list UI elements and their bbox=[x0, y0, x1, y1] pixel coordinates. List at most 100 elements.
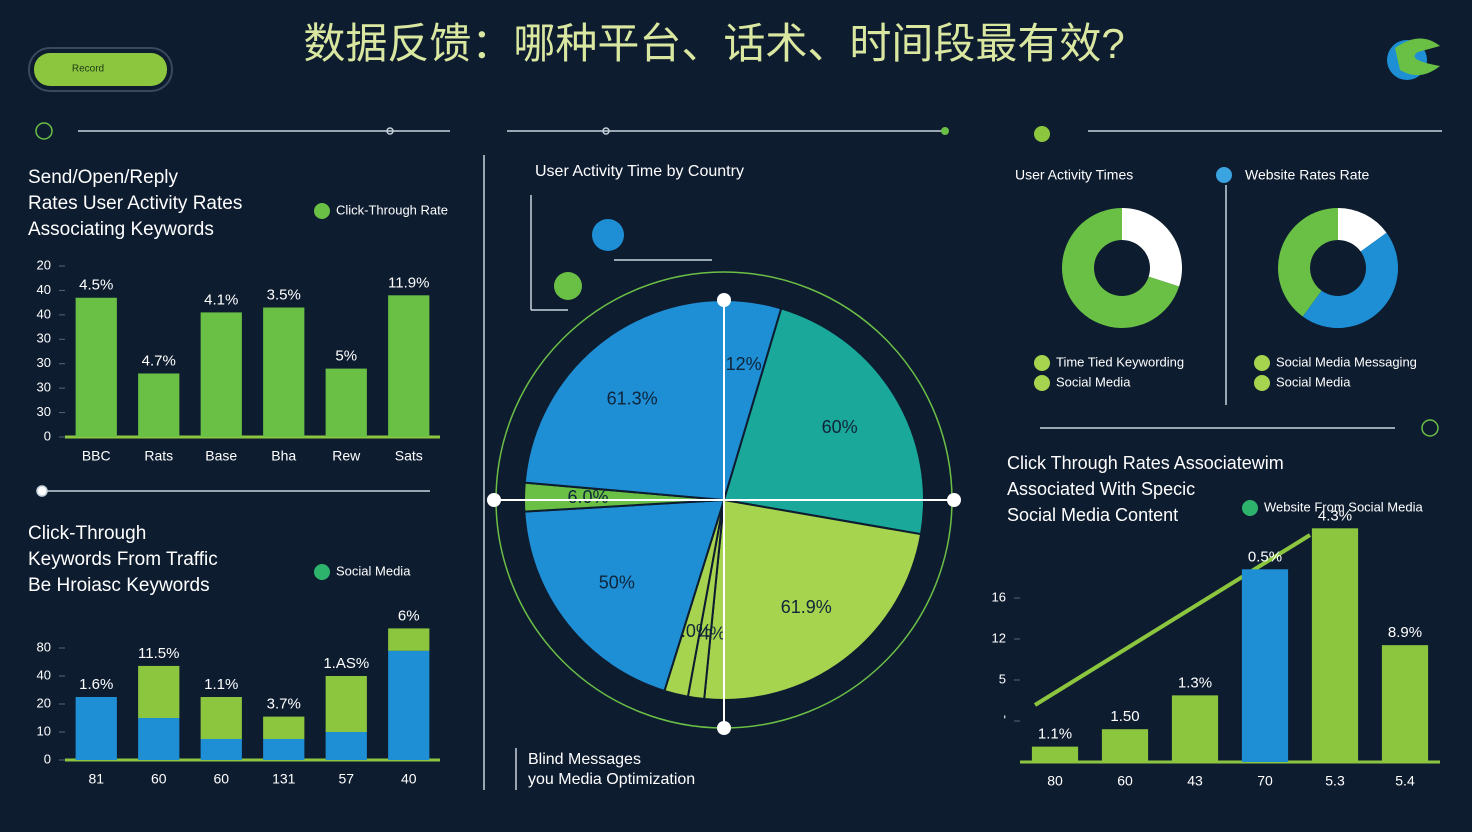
value-label: 5% bbox=[335, 348, 357, 365]
x-tick-label: 81 bbox=[88, 771, 104, 787]
bar bbox=[1171, 695, 1219, 762]
x-tick-label: Base bbox=[205, 448, 237, 464]
x-tick-label: Rew bbox=[332, 448, 361, 464]
value-label: 1.3% bbox=[1178, 674, 1212, 691]
chart-title: Social Media Content bbox=[1007, 505, 1178, 525]
pie-slice bbox=[722, 307, 925, 536]
bar-segment bbox=[388, 628, 430, 651]
x-tick-label: Sats bbox=[395, 448, 423, 464]
axis-node bbox=[717, 721, 731, 735]
y-tick-label: 5 bbox=[999, 671, 1006, 686]
bar-segment bbox=[325, 732, 367, 760]
legend-label: Social Media bbox=[1276, 374, 1351, 389]
chart-title: Be Hroiasc Keywords bbox=[28, 575, 210, 596]
page-title: 数据反馈：哪种平台、话术、时间段最有效? bbox=[303, 20, 1124, 67]
value-label: 1.1% bbox=[1038, 726, 1072, 743]
legend-swatch bbox=[1034, 355, 1050, 371]
bar-segment bbox=[200, 739, 242, 760]
legend-swatch bbox=[1034, 375, 1050, 391]
y-tick-label: 80 bbox=[37, 639, 51, 654]
decorations bbox=[35, 122, 1442, 790]
bar-segment bbox=[388, 650, 430, 760]
bar-segment bbox=[138, 718, 180, 760]
legend-swatch bbox=[314, 203, 330, 219]
value-label: 11.9% bbox=[388, 274, 429, 291]
chart-title: Rates User Activity Rates bbox=[28, 193, 242, 214]
bar bbox=[75, 297, 117, 437]
chart-title: Website Rates Rate bbox=[1245, 167, 1369, 183]
x-tick-label: 80 bbox=[1047, 773, 1063, 789]
value-label: 4.7% bbox=[142, 352, 176, 369]
bar-segment bbox=[138, 665, 180, 718]
legend-label: Social Media bbox=[1056, 374, 1131, 389]
pie-slice bbox=[703, 498, 923, 701]
y-tick-label: 12 bbox=[992, 630, 1006, 645]
legend-swatch bbox=[1254, 375, 1270, 391]
chart-title: Keywords From Traffic bbox=[28, 549, 218, 570]
bar-segment bbox=[263, 739, 305, 760]
chart-title: Associated With Specic bbox=[1007, 479, 1195, 499]
axis-node bbox=[487, 493, 501, 507]
value-label: 4.5% bbox=[79, 277, 113, 294]
x-tick-label: BBC bbox=[82, 448, 111, 464]
bar bbox=[1381, 645, 1429, 762]
button-label[interactable]: Record bbox=[72, 64, 104, 75]
value-label: 61.3% bbox=[607, 388, 658, 408]
bar bbox=[388, 295, 430, 437]
chart-title: Associating Keywords bbox=[28, 219, 214, 240]
axis-node bbox=[947, 493, 961, 507]
bar-segment bbox=[325, 676, 367, 732]
y-tick-label: 30 bbox=[37, 404, 51, 419]
donut-slice bbox=[1122, 208, 1182, 287]
x-tick-label: 40 bbox=[401, 771, 417, 787]
value-label: 11.5% bbox=[138, 645, 179, 662]
y-tick-label: 40 bbox=[37, 667, 51, 682]
legend-label: Social Media bbox=[336, 563, 411, 578]
x-tick-label: 5.4 bbox=[1395, 773, 1415, 789]
x-tick-label: 60 bbox=[1117, 773, 1133, 789]
bar-segment bbox=[75, 697, 117, 760]
chart-title: User Activity Time by Country bbox=[535, 163, 744, 180]
note: you Media Optimization bbox=[528, 771, 695, 788]
bar bbox=[263, 307, 305, 437]
value-label: 3.5% bbox=[267, 286, 301, 303]
chart-title: Click Through Rates Associatewim bbox=[1007, 453, 1284, 473]
y-tick-label: 20 bbox=[37, 257, 51, 272]
y-tick-label: 30 bbox=[37, 380, 51, 395]
record-button[interactable] bbox=[34, 53, 167, 86]
legend-swatch bbox=[314, 564, 330, 580]
chart-title: Click-Through bbox=[28, 523, 146, 544]
button-frame bbox=[28, 47, 173, 92]
x-tick-label: 70 bbox=[1257, 773, 1273, 789]
bar bbox=[1311, 528, 1359, 762]
value-label: 1.1% bbox=[204, 676, 238, 693]
donut-slice bbox=[1278, 208, 1338, 317]
bar bbox=[200, 312, 242, 437]
y-tick-label: ' bbox=[1004, 712, 1006, 727]
y-tick-label: 20 bbox=[37, 695, 51, 710]
value-label: 1.50 bbox=[1110, 708, 1139, 725]
value-label: 0.5% bbox=[1248, 548, 1282, 565]
pie-slice bbox=[523, 298, 725, 502]
chart-title: Send/Open/Reply bbox=[28, 167, 178, 188]
value-label: 4.1% bbox=[204, 291, 238, 308]
x-tick-label: 60 bbox=[213, 771, 229, 787]
bar bbox=[325, 368, 367, 437]
value-label: 1.AS% bbox=[323, 655, 369, 672]
legend-label: Social Media Messaging bbox=[1276, 354, 1417, 369]
axis-node bbox=[717, 293, 731, 307]
legend-swatch bbox=[1242, 500, 1258, 516]
value-label: 1.6% bbox=[79, 676, 113, 693]
bar bbox=[1031, 746, 1079, 762]
x-tick-label: 131 bbox=[272, 771, 296, 787]
x-tick-label: Bha bbox=[271, 448, 296, 464]
y-tick-label: 10 bbox=[37, 723, 51, 738]
x-tick-label: Rats bbox=[144, 448, 173, 464]
legend-label: Website From Social Media bbox=[1264, 499, 1423, 514]
legend-label: Click-Through Rate bbox=[336, 202, 448, 217]
pie-slice bbox=[523, 498, 726, 693]
value-label: 6% bbox=[398, 607, 420, 624]
bar-segment bbox=[200, 697, 242, 739]
